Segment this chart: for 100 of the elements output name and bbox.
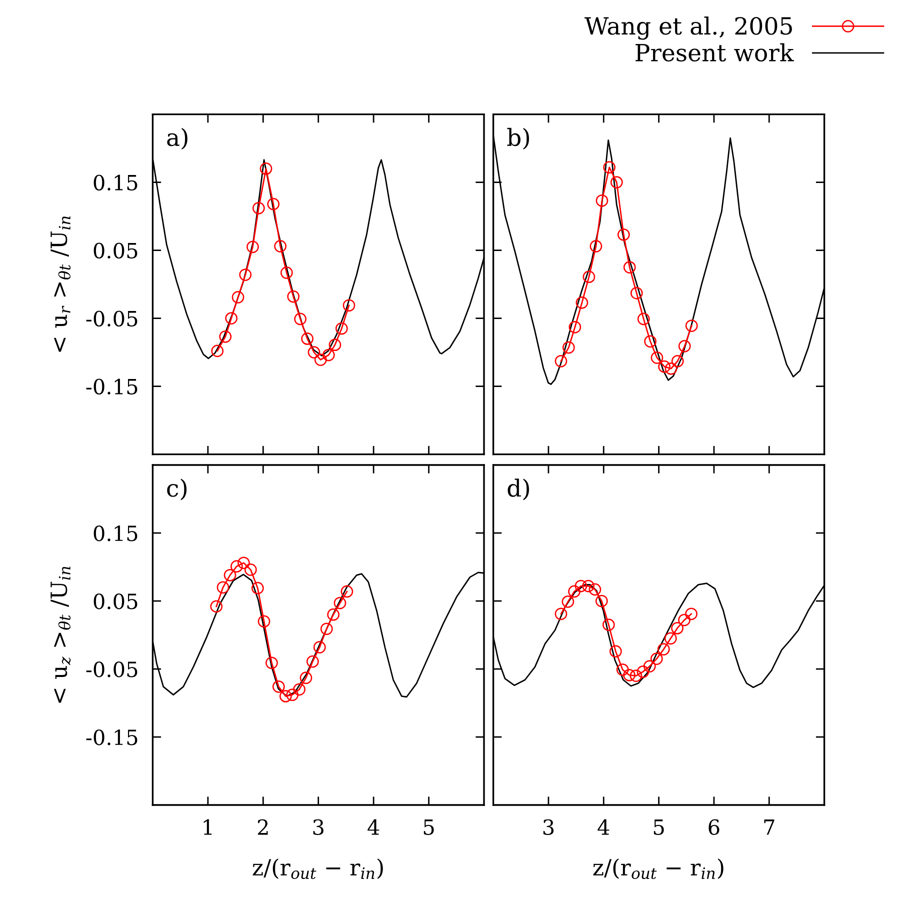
- point: [650, 352, 664, 364]
- point: [596, 194, 608, 207]
- text: b): [507, 128, 529, 150]
- point: [562, 596, 574, 608]
- x-axis-title: z/(r$_{out}$ − r$_{in}$): [593, 858, 724, 880]
- point: [678, 340, 691, 352]
- y-tick-label: 0.15: [94, 174, 138, 191]
- point: [260, 162, 272, 175]
- text: d): [508, 478, 529, 500]
- point: [644, 335, 656, 348]
- point: [657, 643, 670, 656]
- point: [562, 341, 575, 354]
- point: [294, 312, 306, 326]
- point: [636, 666, 650, 678]
- point: [244, 564, 257, 576]
- point: [272, 680, 285, 693]
- text: a): [167, 128, 188, 150]
- point: [335, 322, 348, 335]
- point: [340, 585, 354, 598]
- point: [306, 655, 319, 668]
- point: [623, 668, 636, 682]
- point: [643, 660, 656, 672]
- point: [623, 261, 636, 274]
- point: [327, 608, 340, 621]
- y-tick-label: 0.05: [94, 593, 138, 610]
- x-axis-title: z/(r$_{out}$ − r$_{in}$): [252, 858, 383, 880]
- y-tick-label: -0.15: [86, 378, 138, 395]
- point: [664, 362, 678, 375]
- point: [582, 580, 594, 592]
- point: [210, 600, 223, 613]
- point: [239, 268, 252, 281]
- point: [616, 664, 629, 676]
- y-axis-title: < u$_{z}$ >$_{θt}$ /U$_{in}$: [50, 566, 71, 703]
- point: [650, 652, 663, 665]
- x-tick-label: 4: [368, 819, 380, 835]
- point: [216, 581, 230, 594]
- y-tick-label: 0.15: [94, 525, 138, 542]
- point: [630, 286, 643, 300]
- x-tick-label: 2: [258, 819, 268, 835]
- point: [554, 354, 568, 368]
- point: [230, 560, 243, 572]
- point: [251, 582, 264, 594]
- point: [574, 580, 588, 592]
- point: [617, 228, 630, 241]
- point: [609, 645, 622, 658]
- point: [280, 266, 293, 279]
- point: [308, 346, 320, 358]
- x-tick-label: 1: [204, 819, 212, 835]
- y-tick-label: -0.05: [86, 310, 138, 327]
- x-tick-label: 3: [313, 819, 324, 836]
- point: [610, 176, 623, 188]
- x-tick-label: 5: [654, 820, 664, 836]
- point: [279, 690, 292, 702]
- point: [658, 360, 670, 373]
- point: [301, 332, 314, 345]
- point: [252, 202, 265, 214]
- point: [287, 290, 300, 303]
- point: [322, 348, 335, 362]
- point: [671, 622, 684, 634]
- point: [630, 670, 642, 682]
- point: [238, 556, 250, 570]
- point: [554, 608, 568, 620]
- point: [320, 622, 333, 636]
- point: [219, 330, 232, 343]
- point: [286, 688, 299, 702]
- point: [671, 354, 684, 368]
- point: [328, 338, 342, 351]
- x-tick-label: 3: [543, 819, 554, 836]
- point: [637, 312, 650, 326]
- point: [293, 683, 306, 696]
- point: [246, 240, 259, 254]
- point: [582, 270, 596, 283]
- x-tick-label: 6: [708, 819, 720, 836]
- point: [232, 291, 244, 304]
- x-tick-label: 4: [598, 819, 610, 835]
- point: [274, 240, 286, 252]
- point: [678, 614, 690, 626]
- legend-label: Wang et al., 2005: [584, 16, 792, 40]
- point: [266, 656, 278, 670]
- legend-label: Present work: [636, 43, 794, 62]
- point: [576, 296, 588, 309]
- point: [225, 312, 238, 324]
- y-tick-label: 0.05: [94, 242, 138, 259]
- point: [334, 596, 346, 610]
- point: [568, 585, 580, 598]
- point: [568, 320, 582, 334]
- point: [224, 568, 236, 582]
- point: [595, 594, 608, 608]
- x-tick-label: 7: [764, 820, 774, 835]
- x-tick-label: 5: [424, 820, 434, 836]
- point: [300, 672, 312, 684]
- point: [267, 198, 280, 210]
- point: [664, 632, 677, 645]
- y-tick-label: -0.15: [86, 729, 138, 746]
- point: [685, 608, 698, 620]
- point: [211, 344, 224, 358]
- point: [602, 618, 615, 631]
- point: [590, 240, 602, 252]
- y-axis-title: < u$_{r}$ >$_{θt}$ /U$_{in}$: [50, 216, 71, 352]
- point: [342, 299, 356, 312]
